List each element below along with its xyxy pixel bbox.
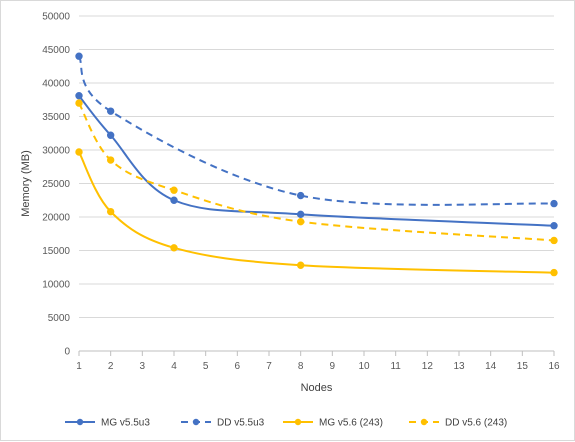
- legend-marker: [294, 418, 302, 426]
- y-tick-label: 35000: [42, 112, 70, 123]
- y-tick-label: 30000: [42, 146, 70, 157]
- data-point: [106, 107, 115, 115]
- x-tick-label: 11: [390, 361, 401, 372]
- data-point: [550, 268, 558, 277]
- y-tick-label: 20000: [42, 213, 70, 224]
- x-tick-label: 9: [330, 361, 336, 372]
- data-point: [170, 244, 178, 252]
- data-point: [170, 196, 178, 204]
- series-line: [78, 151, 555, 274]
- data-point: [75, 148, 83, 156]
- series-line: [78, 102, 555, 242]
- data-point: [296, 217, 305, 226]
- x-tick-label: 8: [298, 361, 304, 372]
- tick-labels: 0 5000 10000 15000 20000 25000 30000 35000 40000…: [42, 12, 560, 373]
- x-tick-label: 7: [266, 361, 272, 372]
- legend-label: MG v5.5u3: [101, 418, 150, 429]
- x-tick-label: 2: [108, 361, 114, 372]
- data-point: [170, 186, 178, 194]
- x-tick-label: 10: [358, 361, 370, 372]
- legend: MG v5.5u3 DD v5.5u3 MG v5.6 (243) DD v5.6 (…: [65, 418, 507, 429]
- x-tick-label: 3: [140, 361, 146, 372]
- x-tick-label: 1: [76, 361, 82, 372]
- data-point: [296, 191, 305, 200]
- x-tick-label: 4: [171, 361, 177, 372]
- data-point: [75, 99, 83, 107]
- data-point: [296, 261, 305, 269]
- y-tick-label: 45000: [42, 45, 70, 56]
- data-point: [550, 236, 558, 245]
- grid-lines: [79, 15, 554, 318]
- data-point: [296, 210, 305, 219]
- y-tick-label: 0: [64, 347, 70, 358]
- legend-label: DD v5.5u3: [217, 418, 265, 429]
- x-tick-label: 13: [453, 361, 465, 372]
- data-point: [550, 222, 558, 230]
- legend-marker: [420, 418, 428, 426]
- data-point: [550, 199, 558, 208]
- y-axis-title: Memory (MB): [20, 150, 32, 217]
- data-point: [75, 52, 83, 60]
- legend-label: DD v5.6 (243): [445, 418, 507, 429]
- axes: [78, 350, 555, 356]
- series-line: [78, 95, 555, 227]
- x-tick-label: 12: [422, 361, 434, 372]
- legend-marker: [76, 418, 84, 426]
- x-tick-label: 5: [203, 361, 209, 372]
- series-lines: [75, 52, 558, 277]
- y-tick-label: 10000: [42, 280, 70, 291]
- x-tick-label: 16: [548, 361, 560, 372]
- y-tick-label: 25000: [42, 179, 70, 190]
- x-tick-label: 14: [485, 361, 497, 372]
- data-point: [106, 156, 115, 164]
- x-tick-label: 6: [235, 361, 241, 372]
- data-point: [106, 131, 115, 139]
- data-point: [75, 92, 83, 100]
- x-axis-title: Nodes: [301, 382, 333, 394]
- legend-label: MG v5.6 (243): [319, 418, 383, 429]
- y-tick-label: 40000: [42, 79, 70, 90]
- data-point: [106, 207, 115, 216]
- y-tick-label: 5000: [48, 313, 71, 324]
- x-tick-label: 15: [517, 361, 529, 372]
- y-tick-label: 50000: [42, 12, 70, 23]
- y-tick-label: 15000: [42, 246, 70, 257]
- legend-marker: [192, 418, 200, 426]
- series-line: [78, 55, 555, 206]
